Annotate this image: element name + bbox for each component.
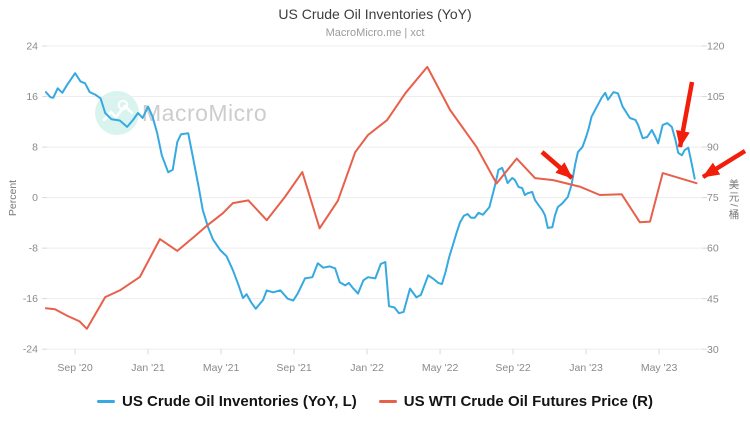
x-tick-label: Sep '22 xyxy=(495,362,530,374)
left-tick-label: -24 xyxy=(23,344,38,356)
left-tick-label: 8 xyxy=(32,142,38,154)
x-axis-tick-labels: Sep '20 Jan '21 May '21 Sep '21 Jan '22 May '… xyxy=(57,349,677,374)
x-tick-label: May '23 xyxy=(641,362,678,374)
watermark-brand-text: MacroMicro xyxy=(142,99,268,126)
legend-dash-red-icon xyxy=(378,400,397,403)
left-tick-label: 0 xyxy=(32,192,38,204)
x-tick-label: Sep '20 xyxy=(57,362,92,374)
right-tick-label: 105 xyxy=(707,91,725,103)
right-axis-tick-labels: 120 105 90 75 60 45 30 xyxy=(707,41,725,356)
chart-title: US Crude Oil Inventories (YoY) xyxy=(278,6,472,22)
macromicro-logo-icon xyxy=(95,91,139,135)
left-tick-label: 24 xyxy=(26,41,38,53)
annotation-arrows xyxy=(540,81,747,180)
legend-item-wti[interactable]: US WTI Crude Oil Futures Price (R) xyxy=(378,393,653,410)
y-axis-label-left: Percent xyxy=(7,179,19,217)
right-tick-label: 30 xyxy=(707,344,719,356)
right-tick-label: 90 xyxy=(707,142,719,154)
right-tick-label: 75 xyxy=(707,192,719,204)
red-arrow-icon xyxy=(540,150,574,180)
right-tick-label: 120 xyxy=(707,41,725,53)
y-axis-label-right: 美元/桶 xyxy=(727,178,740,222)
right-tick-label: 60 xyxy=(707,243,719,255)
legend-label-inventories: US Crude Oil Inventories (YoY, L) xyxy=(122,393,357,410)
macromicro-watermark: MacroMicro xyxy=(95,91,267,135)
x-tick-label: Jan '21 xyxy=(131,362,165,374)
x-tick-label: Sep '21 xyxy=(276,362,311,374)
inventories-yoy-line[interactable] xyxy=(44,72,696,315)
chart-subtitle: MacroMicro.me | xct xyxy=(325,27,425,39)
left-axis-tick-labels: 24 16 8 0 -8 -16 -24 xyxy=(23,41,38,356)
x-tick-label: Jan '22 xyxy=(350,362,384,374)
right-tick-label: 45 xyxy=(707,293,719,305)
left-tick-label: 16 xyxy=(26,91,38,103)
legend-dash-blue-icon xyxy=(97,400,116,403)
x-tick-label: May '22 xyxy=(422,362,459,374)
legend-item-inventories[interactable]: US Crude Oil Inventories (YoY, L) xyxy=(97,393,357,410)
legend-label-wti: US WTI Crude Oil Futures Price (R) xyxy=(403,393,653,410)
wti-price-line[interactable] xyxy=(44,65,698,330)
red-arrow-icon xyxy=(676,81,695,148)
gridlines xyxy=(42,45,707,350)
red-arrow-icon xyxy=(701,149,747,179)
left-tick-label: -16 xyxy=(23,293,38,305)
left-tick-label: -8 xyxy=(29,243,38,255)
x-tick-label: Jan '23 xyxy=(569,362,603,374)
x-tick-label: May '21 xyxy=(203,362,240,374)
legend: US Crude Oil Inventories (YoY, L) US WTI… xyxy=(0,393,750,410)
